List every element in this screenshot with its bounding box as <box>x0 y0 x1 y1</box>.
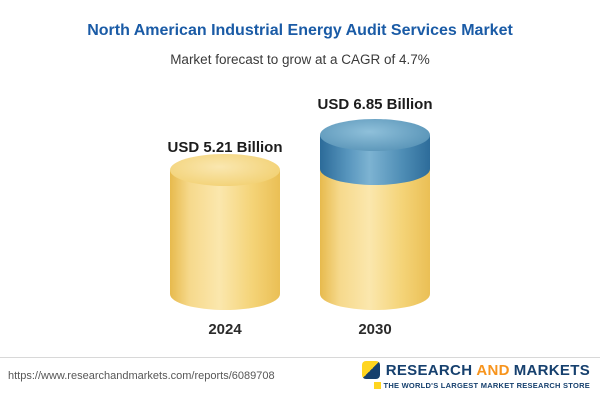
cylinder-body-2024 <box>170 170 280 310</box>
chart-subtitle: Market forecast to grow at a CAGR of 4.7… <box>170 52 430 67</box>
year-label-2024: 2024 <box>208 321 242 338</box>
logo-tagline-row: THE WORLD'S LARGEST MARKET RESEARCH STOR… <box>373 381 590 390</box>
value-label-2030: USD 6.85 Billion <box>317 96 433 113</box>
cylinder-bar-2030 <box>320 119 430 310</box>
logo-row: RESEARCH AND MARKETS <box>361 361 590 379</box>
cylinder-top-ellipse-2024 <box>170 154 280 186</box>
logo-word-research: RESEARCH <box>385 361 473 379</box>
logo-text: RESEARCH AND MARKETS <box>386 362 590 379</box>
tagline-yellow-square <box>373 382 381 389</box>
footer-divider <box>0 357 600 358</box>
logo-word-markets: MARKETS <box>513 361 590 379</box>
value-label-2024: USD 5.21 Billion <box>167 139 283 156</box>
logo-icon <box>361 361 380 379</box>
logo-word-and: AND <box>476 361 510 379</box>
brand-logo[interactable]: RESEARCH AND MARKETS THE WORLD'S LARGEST M… <box>361 361 590 390</box>
cylinder-top-ellipse-2030 <box>320 119 430 151</box>
logo-tagline: THE WORLD'S LARGEST MARKET RESEARCH STOR… <box>383 381 590 390</box>
report-url[interactable]: https://www.researchandmarkets.com/repor… <box>8 370 275 382</box>
cylinder-bar-2024 <box>170 154 280 310</box>
chart-title: North American Industrial Energy Audit S… <box>87 22 513 39</box>
year-label-2030: 2030 <box>358 321 392 338</box>
